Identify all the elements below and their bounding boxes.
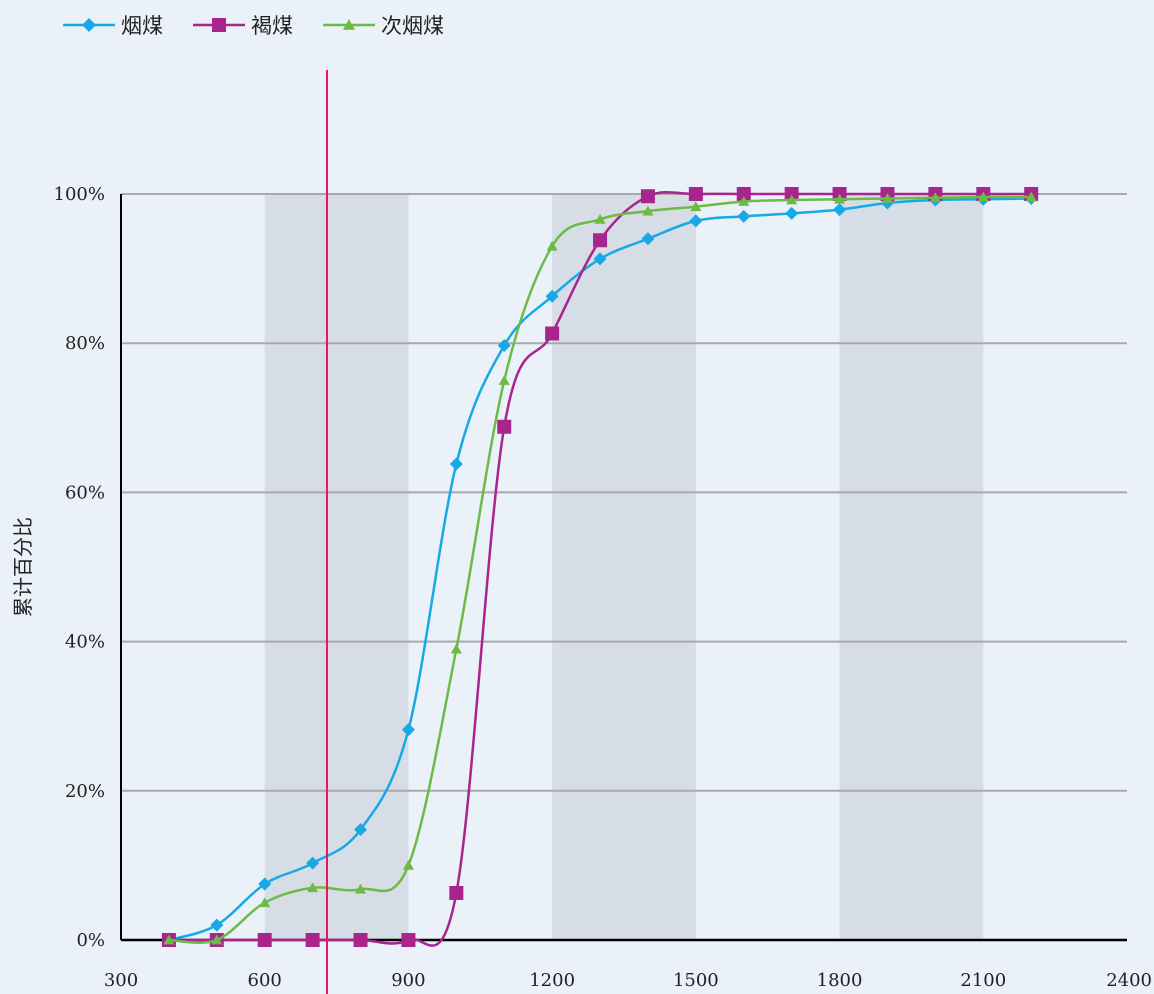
x-tick-label: 600: [248, 970, 282, 991]
data-point: [450, 643, 462, 654]
data-point: [355, 883, 367, 894]
data-point: [929, 192, 941, 203]
y-tick-label: 60%: [65, 482, 105, 503]
y-tick-label: 100%: [54, 184, 105, 205]
y-tick-label: 20%: [65, 781, 105, 802]
data-point: [497, 338, 511, 352]
data-point: [401, 933, 416, 947]
data-point: [1025, 191, 1037, 202]
data-point: [688, 187, 703, 201]
data-point: [353, 933, 368, 947]
data-point: [737, 209, 751, 223]
grid-lines: [121, 193, 1127, 792]
data-point: [401, 723, 415, 737]
data-point: [210, 918, 224, 932]
data-point: [640, 189, 655, 204]
legend-item-2: 次烟煤: [323, 14, 444, 38]
data-point: [402, 859, 414, 870]
series-2: [163, 191, 1037, 945]
data-point: [690, 201, 702, 212]
data-point: [784, 187, 799, 201]
legend-item-0: 烟煤: [63, 14, 163, 38]
data-point: [834, 193, 846, 204]
legend-label: 褐煤: [251, 14, 293, 38]
x-tick-label: 1200: [529, 970, 575, 991]
data-point: [736, 187, 751, 201]
legend-swatch-marker: [343, 19, 355, 30]
shaded-band-1: [552, 194, 696, 940]
shaded-band-2: [839, 194, 984, 940]
data-point: [689, 214, 703, 228]
x-tick-label: 300: [104, 970, 138, 991]
data-point: [738, 195, 750, 206]
data-point: [307, 882, 319, 893]
y-tick-label: 80%: [65, 333, 105, 354]
y-axis-label: 累计百分比: [11, 517, 35, 617]
data-point: [257, 933, 272, 947]
shaded-band-0: [264, 194, 409, 940]
data-point: [354, 823, 368, 837]
data-point: [593, 252, 607, 266]
legend-swatch-marker: [212, 18, 226, 32]
x-tick-label: 1500: [673, 970, 719, 991]
x-tick-label: 2400: [1106, 970, 1152, 991]
y-tick-label: 0%: [76, 930, 105, 951]
data-point: [641, 232, 655, 246]
data-point: [211, 934, 223, 945]
data-point: [306, 856, 320, 870]
legend: 烟煤 褐煤 次烟煤: [63, 14, 444, 38]
legend-label: 烟煤: [121, 14, 163, 38]
data-point: [594, 213, 606, 224]
data-point: [881, 192, 893, 203]
data-point: [259, 897, 271, 908]
data-point: [497, 419, 512, 434]
data-point: [785, 206, 799, 220]
data-point: [305, 933, 320, 947]
data-point: [449, 886, 464, 901]
y-tick-labels: 0% 20% 40% 60% 80% 100%: [54, 184, 105, 951]
data-point: [642, 205, 654, 216]
data-point: [786, 194, 798, 205]
legend-label: 次烟煤: [381, 14, 444, 38]
data-point: [449, 457, 463, 471]
y-tick-label: 40%: [65, 632, 105, 653]
legend-swatch-marker: [82, 18, 96, 32]
data-point: [977, 191, 989, 202]
legend-item-1: 褐煤: [193, 14, 293, 38]
x-tick-label: 900: [391, 970, 425, 991]
data-point: [833, 203, 847, 217]
series-group: [161, 187, 1039, 947]
data-point: [545, 289, 559, 303]
x-tick-labels: 300 600 900 1200 1500 1800 2100 2400: [104, 970, 1152, 991]
data-point: [258, 877, 272, 891]
data-point: [593, 233, 608, 248]
data-point: [163, 934, 175, 945]
x-tick-label: 2100: [960, 970, 1006, 991]
x-tick-label: 1800: [817, 970, 863, 991]
shaded-bands: [264, 194, 984, 940]
data-point: [545, 326, 560, 341]
data-point: [546, 240, 558, 251]
data-point: [498, 375, 510, 385]
